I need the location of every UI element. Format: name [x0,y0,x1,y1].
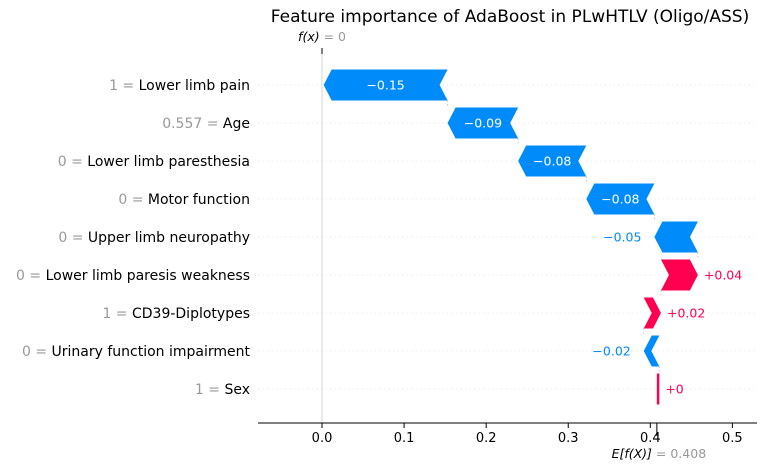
bar-label-6: +0.04 [704,268,742,283]
bar-label-4: −0.08 [601,192,639,207]
x-tick-label: 0.3 [558,431,579,446]
bar-label-1: −0.15 [366,78,404,93]
x-tick-label: 0.2 [476,431,497,446]
feature-label-7: 1 = CD39-Diplotypes [102,306,250,322]
feature-label-6: 0 = Lower limb paresis weakness [16,268,250,284]
bar-label-3: −0.08 [533,154,571,169]
bar-9 [656,373,660,405]
bar-3 [518,145,587,177]
feature-label-8: 0 = Urinary function impairment [22,344,251,360]
x-tick-label: 0.0 [312,431,333,446]
ex-label: E[f(X)] = 0.408 [612,446,707,461]
bar-label-9: +0 [665,382,683,397]
bar-label-8: −0.02 [592,344,630,359]
feature-label-5: 0 = Upper limb neuropathy [58,230,250,246]
bar-label-5: −0.05 [603,230,641,245]
feature-label-3: 0 = Lower limb paresthesia [58,154,250,170]
bar-label-7: +0.02 [667,306,705,321]
feature-label-2: 0.557 = Age [162,116,250,132]
feature-label-9: 1 = Sex [195,382,250,398]
bar-5 [654,221,698,253]
x-tick-label: 0.5 [722,431,743,446]
bar-8 [643,335,660,367]
bar-1 [323,69,448,101]
x-tick-label: 0.4 [640,431,661,446]
bar-7 [643,297,661,329]
feature-label-4: 0 = Motor function [118,192,250,208]
bar-label-2: −0.09 [464,116,502,131]
x-tick-label: 0.1 [394,431,415,446]
chart-title: Feature importance of AdaBoost in PLwHTL… [271,7,749,27]
bar-6 [660,259,698,291]
bar-2 [447,107,519,139]
bar-4 [586,183,655,215]
feature-label-1: 1 = Lower limb pain [109,78,250,94]
fx-label: f(x) = 0 [298,29,346,44]
